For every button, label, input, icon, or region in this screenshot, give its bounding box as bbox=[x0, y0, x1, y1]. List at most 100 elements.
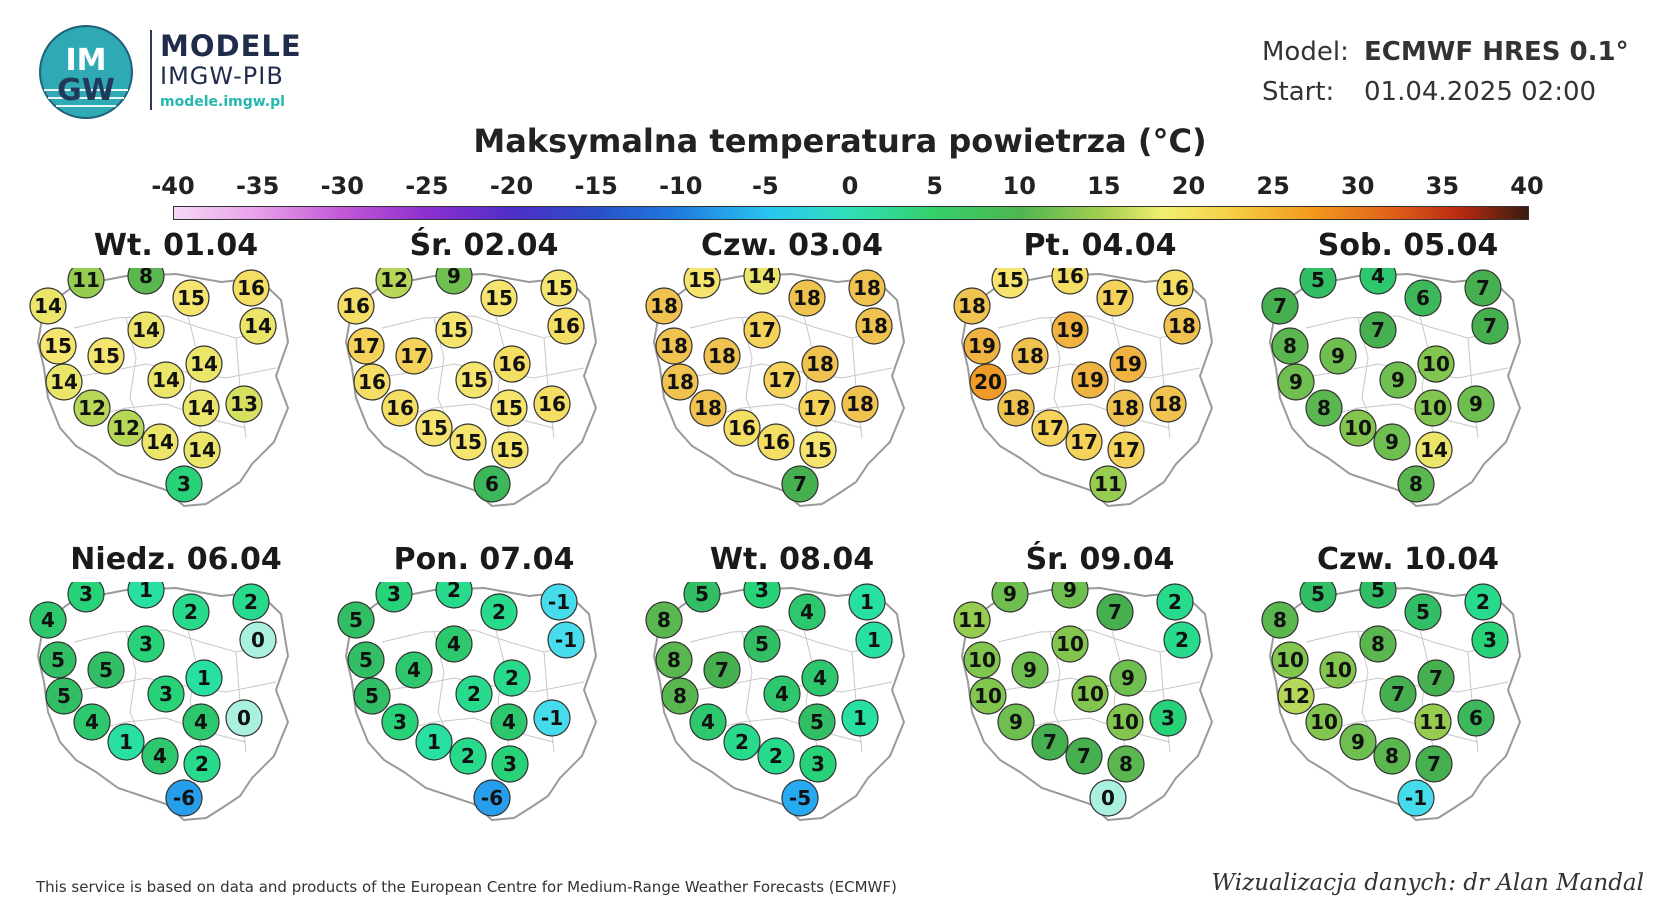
temperature-marker: 6 bbox=[473, 465, 511, 503]
temperature-marker: 2 bbox=[172, 593, 210, 631]
temperature-value: 2 bbox=[505, 666, 519, 690]
forecast-panel: Śr. 02.04 12 9 15 16 15 16 17 15 17 16 16 15 15 16 16 15… bbox=[334, 228, 634, 528]
temperature-value: 14 bbox=[34, 294, 62, 318]
temperature-value: 9 bbox=[1469, 392, 1483, 416]
temperature-marker: 18 bbox=[661, 363, 699, 401]
temperature-value: 5 bbox=[99, 658, 113, 682]
temperature-value: 8 bbox=[1409, 472, 1423, 496]
temperature-value: 15 bbox=[92, 344, 120, 368]
temperature-circle bbox=[172, 279, 210, 317]
temperature-value: 14 bbox=[244, 314, 272, 338]
temperature-marker: 2 bbox=[480, 593, 518, 631]
temperature-circle bbox=[232, 269, 270, 307]
temperature-circle bbox=[239, 621, 277, 659]
temperature-value: 14 bbox=[748, 268, 776, 288]
temperature-marker: 8 bbox=[1305, 389, 1343, 427]
temperature-circle bbox=[1163, 621, 1201, 659]
temperature-circle bbox=[375, 268, 413, 299]
temperature-circle bbox=[763, 361, 801, 399]
temperature-value: 10 bbox=[1310, 710, 1338, 734]
temperature-marker: 10 bbox=[1339, 409, 1377, 447]
temperature-marker: 14 bbox=[182, 389, 220, 427]
temperature-marker: 4 bbox=[763, 675, 801, 713]
region-border bbox=[85, 717, 247, 743]
temperature-circle bbox=[1359, 625, 1397, 663]
temperature-value: 14 bbox=[1420, 438, 1448, 462]
temperature-value: 2 bbox=[1476, 590, 1490, 614]
temperature-circle bbox=[449, 423, 487, 461]
temperature-value: 4 bbox=[502, 710, 516, 734]
temperature-value: 16 bbox=[498, 352, 526, 376]
temperature-value: 4 bbox=[194, 710, 208, 734]
scale-label: -25 bbox=[405, 172, 449, 200]
temperature-circle bbox=[969, 677, 1007, 715]
temperature-value: 1 bbox=[860, 590, 874, 614]
temperature-marker: 14 bbox=[183, 431, 221, 469]
temperature-marker: 5 bbox=[1404, 593, 1442, 631]
temperature-marker: 4 bbox=[1359, 268, 1397, 295]
temperature-value: 5 bbox=[57, 684, 71, 708]
temperature-circle bbox=[455, 361, 493, 399]
temperature-marker: 16 bbox=[353, 363, 391, 401]
temperature-marker: 8 bbox=[1261, 601, 1299, 639]
temperature-circle bbox=[45, 677, 83, 715]
temperature-value: 15 bbox=[454, 430, 482, 454]
temperature-circle bbox=[473, 779, 511, 817]
temperature-circle bbox=[703, 337, 741, 375]
temperature-marker: 5 bbox=[1299, 268, 1337, 299]
temperature-circle bbox=[39, 327, 77, 365]
temperature-marker: 10 bbox=[963, 641, 1001, 679]
temperature-value: 2 bbox=[195, 752, 209, 776]
temperature-marker: 16 bbox=[1156, 269, 1194, 307]
temperature-circle bbox=[165, 465, 203, 503]
temperature-marker: 17 bbox=[763, 361, 801, 399]
temperature-marker: 20 bbox=[969, 363, 1007, 401]
temperature-circle bbox=[1149, 699, 1187, 737]
temperature-circle bbox=[1319, 337, 1357, 375]
temperature-value: 4 bbox=[800, 600, 814, 624]
temperature-value: 7 bbox=[1077, 744, 1091, 768]
temperature-circle bbox=[757, 737, 795, 775]
temperature-value: 7 bbox=[793, 472, 807, 496]
temperature-value: 18 bbox=[660, 334, 688, 358]
temperature-circle bbox=[1415, 431, 1453, 469]
temperature-circle bbox=[997, 703, 1035, 741]
temperature-circle bbox=[67, 582, 105, 613]
temperature-marker: 15 bbox=[172, 279, 210, 317]
temperature-circle bbox=[1457, 385, 1495, 423]
temperature-circle bbox=[689, 703, 727, 741]
temperature-marker: 18 bbox=[1149, 385, 1187, 423]
temperature-value: 16 bbox=[1056, 268, 1084, 288]
temperature-circle bbox=[848, 583, 886, 621]
temperature-marker: 9 bbox=[1373, 423, 1411, 461]
temperature-circle bbox=[1305, 703, 1343, 741]
temperature-marker: 15 bbox=[991, 268, 1029, 299]
temperature-circle bbox=[1414, 703, 1452, 741]
temperature-value: 2 bbox=[492, 600, 506, 624]
start-value: 01.04.2025 02:00 bbox=[1364, 77, 1597, 107]
temperature-marker: 15 bbox=[39, 327, 77, 365]
day-title: Śr. 09.04 bbox=[1025, 542, 1175, 577]
temperature-marker: 1 bbox=[841, 699, 879, 737]
temperature-circle bbox=[395, 337, 433, 375]
temperature-marker: 18 bbox=[1163, 307, 1201, 345]
temperature-value: 1 bbox=[197, 666, 211, 690]
temperature-circle bbox=[1031, 723, 1069, 761]
temperature-value: 2 bbox=[1175, 628, 1189, 652]
imgw-logo: IM GW bbox=[39, 25, 133, 119]
temperature-circle bbox=[165, 779, 203, 817]
temperature-circle bbox=[1397, 465, 1435, 503]
temperature-marker: 12 bbox=[73, 389, 111, 427]
temperature-circle bbox=[1277, 363, 1315, 401]
brand-url[interactable]: modele.imgw.pl bbox=[160, 94, 285, 110]
temperature-marker: 8 bbox=[645, 601, 683, 639]
temperature-value: 18 bbox=[1002, 396, 1030, 420]
scale-label: 20 bbox=[1171, 172, 1206, 200]
temperature-circle bbox=[1397, 779, 1435, 817]
temperature-value: 5 bbox=[1311, 582, 1325, 606]
temperature-marker: 5 bbox=[353, 677, 391, 715]
model-info: Model: ECMWF HRES 0.1° Start: 01.04.2025… bbox=[1262, 32, 1629, 112]
temperature-value: 18 bbox=[666, 370, 694, 394]
temperature-circle bbox=[490, 389, 528, 427]
